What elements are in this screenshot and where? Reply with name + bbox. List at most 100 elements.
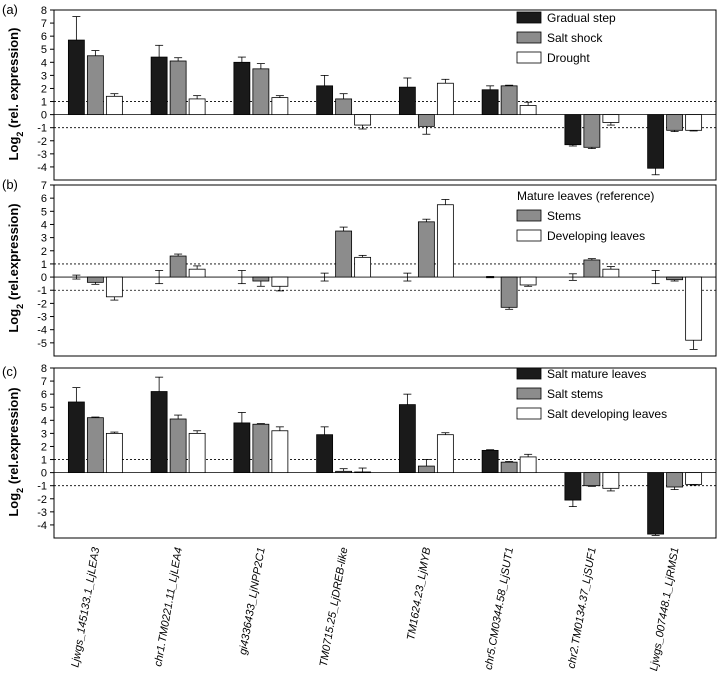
bar-gray (252, 423, 270, 474)
y-tick-label: 6 (41, 193, 47, 205)
y-tick-label: -2 (37, 136, 47, 148)
legend-label: Gradual step (547, 11, 616, 25)
bar-dark (398, 404, 416, 474)
legend-label: Salt mature leaves (547, 367, 646, 381)
panel-b-y-axis-label: Log2 (rel.expression) (6, 203, 25, 332)
bar-dark (150, 391, 168, 474)
bar-gray (666, 114, 684, 131)
legend-label: Salt developing leaves (547, 407, 667, 421)
bar-white (685, 114, 703, 131)
bar-gray (86, 276, 104, 283)
panel-a-y-axis-label: Log2 (rel. expression) (6, 28, 25, 161)
y-tick-label: 8 (41, 5, 47, 17)
category-label: Ljwgs_007448.1_LjRMS1 (648, 546, 682, 672)
bar-white (105, 276, 123, 298)
bar-white (271, 276, 289, 287)
bar-white (685, 472, 703, 485)
bar-white (519, 456, 537, 474)
y-tick-label: 6 (41, 31, 47, 43)
y-tick-label: 1 (41, 259, 47, 271)
y-tick-label: 7 (41, 18, 47, 30)
legend-swatch-gray (516, 31, 542, 44)
panel-a-label: (a) (2, 2, 18, 17)
bar-gray (252, 276, 270, 282)
bar-white (188, 98, 206, 116)
legend-label: Drought (547, 51, 590, 65)
bar-dark (233, 61, 251, 116)
category-label: chr1.TM0221.11_LjLEA4 (152, 546, 185, 667)
legend-swatch-white (516, 51, 542, 64)
bar-dark (481, 89, 499, 116)
bar-dark (233, 422, 251, 474)
y-tick-label: -4 (37, 325, 47, 337)
bar-gray (335, 98, 353, 116)
bar-dark (647, 114, 665, 169)
y-tick-label: 1 (41, 97, 47, 109)
y-tick-label: 7 (41, 180, 47, 192)
legend-label: Salt shock (547, 31, 603, 45)
bar-gray (583, 472, 601, 487)
bar-gray (583, 259, 601, 278)
y-tick-label: 1 (41, 455, 47, 467)
plot-frame (53, 184, 717, 357)
y-tick-label: 0 (41, 468, 47, 480)
bar-white (436, 204, 454, 278)
y-tick-label: 4 (41, 57, 47, 69)
y-tick-label: 3 (41, 428, 47, 440)
legend-label: Salt stems (547, 387, 603, 401)
bar-gray (500, 461, 518, 474)
bar-white (354, 471, 372, 474)
bar-white (354, 114, 372, 126)
category-label: Ljwgs_145133.1_LjLEA3 (69, 546, 102, 669)
panel-c-y-axis-label: Log2 (rel.expression) (6, 387, 25, 516)
y-tick-label: 5 (41, 206, 47, 218)
y-tick-label: -4 (37, 162, 47, 174)
y-tick-label: 3 (41, 233, 47, 245)
bar-white (519, 105, 537, 116)
y-tick-label: -2 (37, 298, 47, 310)
category-label: gi4336433_LjNPP2C1 (237, 546, 268, 655)
y-tick-label: -3 (37, 149, 47, 161)
bar-gray (583, 114, 601, 148)
y-tick-label: 5 (41, 402, 47, 414)
y-tick-label: 8 (41, 363, 47, 375)
bar-dark (67, 39, 85, 116)
panel-b-label: (b) (2, 177, 18, 192)
legend-swatch-dark (516, 367, 542, 380)
category-labels: Ljwgs_145133.1_LjLEA3 chr1.TM0221.11_LjLE… (69, 546, 681, 672)
legend-label: Mature leaves (reference) (517, 189, 654, 203)
y-tick-label: 5 (41, 44, 47, 56)
bar-gray (417, 465, 435, 474)
y-tick-label: 2 (41, 441, 47, 453)
bar-white (602, 472, 620, 489)
y-tick-label: -4 (37, 520, 47, 532)
legend-label: Developing leaves (547, 229, 645, 243)
bar-white (354, 256, 372, 278)
y-tick-label: 4 (41, 219, 47, 231)
bar-dark (647, 472, 665, 535)
legend-label: Stems (547, 209, 581, 223)
y-tick-label: 2 (41, 246, 47, 258)
legend-swatch-white (516, 407, 542, 420)
legend-swatch-gray (516, 387, 542, 400)
y-tick-label: 3 (41, 70, 47, 82)
bar-dark (150, 56, 168, 116)
y-tick-label: 2 (41, 83, 47, 95)
legend-swatch-dark (516, 11, 542, 24)
bar-dark (316, 85, 334, 116)
legend-swatch-gray (516, 209, 542, 222)
bar-white (105, 432, 123, 474)
bar-white (602, 268, 620, 278)
y-tick-label: -1 (37, 285, 47, 297)
bar-gray (86, 417, 104, 474)
bar-white (436, 82, 454, 116)
y-tick-label: -1 (37, 123, 47, 135)
panel-c-label: (c) (2, 364, 17, 379)
y-tick-label: 6 (41, 389, 47, 401)
bar-gray (335, 470, 353, 474)
bar-gray (252, 68, 270, 116)
bar-white (188, 432, 206, 474)
